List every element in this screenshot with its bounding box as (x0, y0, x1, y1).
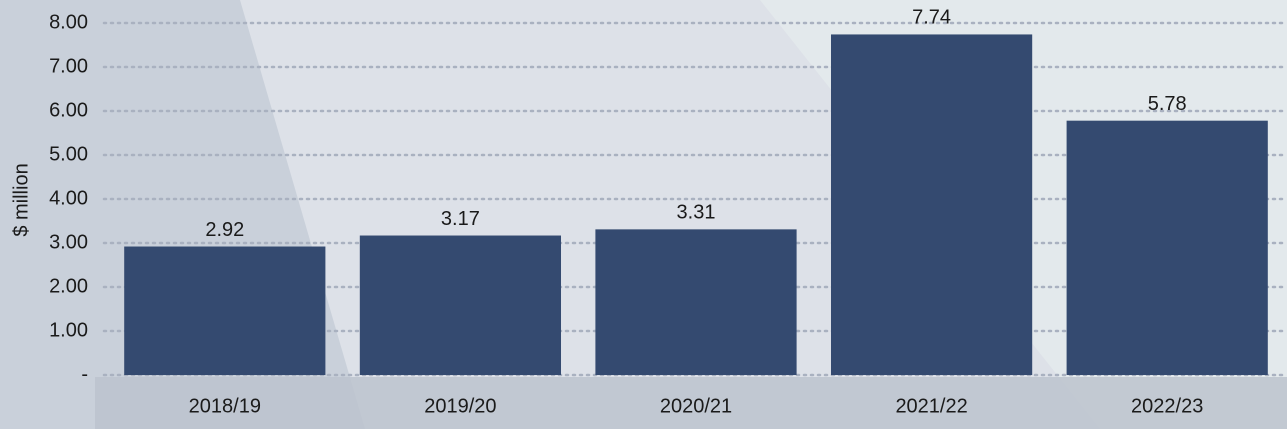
y-tick-label: 6.00 (49, 99, 88, 121)
y-tick-label: 5.00 (49, 143, 88, 165)
x-tick-label: 2018/19 (189, 395, 261, 417)
bar (359, 235, 562, 375)
bar (595, 229, 797, 375)
x-tick-label: 2022/23 (1131, 395, 1203, 417)
y-tick-label: 4.00 (49, 187, 88, 209)
y-axis-label: $ million (10, 163, 32, 236)
bar (124, 246, 326, 375)
bar (1066, 120, 1268, 376)
data-label: 2.92 (205, 219, 244, 241)
y-tick-label: 2.00 (49, 275, 88, 297)
x-tick-label: 2019/20 (424, 395, 496, 417)
y-tick-label: 7.00 (49, 55, 88, 77)
x-tick-label: 2021/22 (895, 395, 967, 417)
y-tick-label: - (81, 363, 88, 385)
y-tick-label: 1.00 (49, 319, 88, 341)
data-label: 3.17 (441, 208, 480, 230)
bar (830, 34, 1033, 375)
data-label: 5.78 (1148, 93, 1187, 115)
y-tick-label: 8.00 (49, 11, 88, 33)
x-tick-label: 2020/21 (660, 395, 732, 417)
data-label: 3.31 (677, 202, 716, 224)
data-label: 7.74 (912, 7, 951, 29)
y-tick-label: 3.00 (49, 231, 88, 253)
category-strip (95, 377, 1287, 429)
